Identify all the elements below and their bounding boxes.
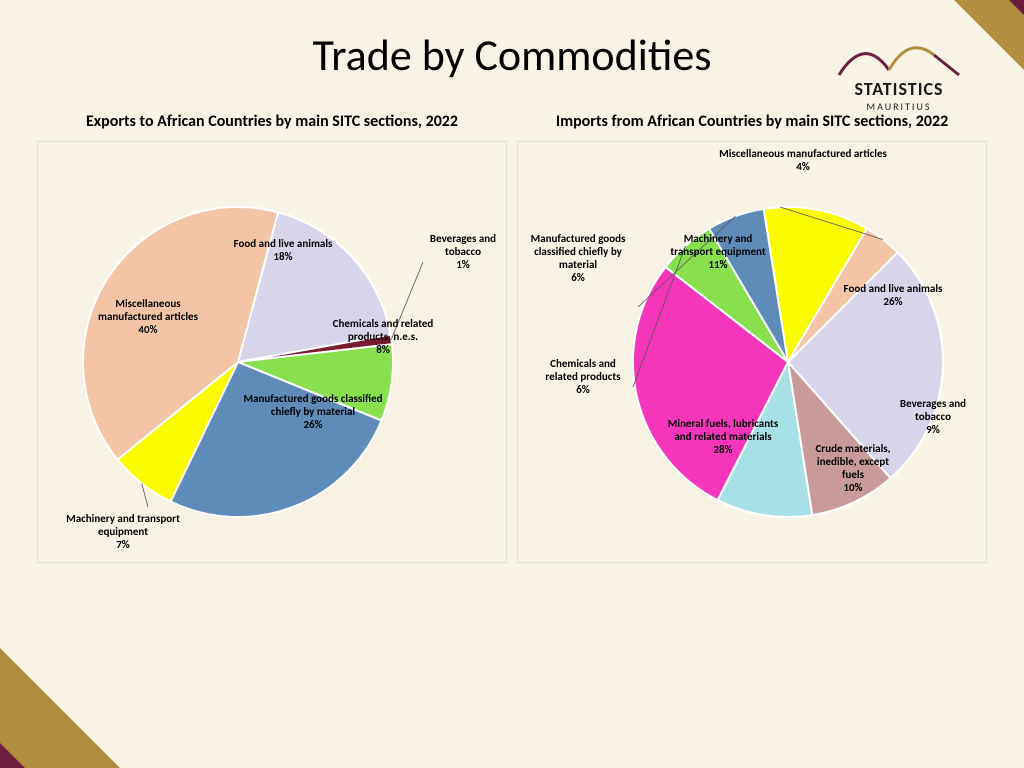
corner-decoration-bottom-left [0, 648, 120, 768]
exports-chart-box: Exports to African Countries by main SIT… [37, 112, 507, 563]
corner-decoration-top-right [954, 0, 1024, 70]
exports-chart-title: Exports to African Countries by main SIT… [37, 112, 507, 133]
charts-row: Exports to African Countries by main SIT… [0, 112, 1024, 563]
imports-frame-pie [518, 142, 986, 562]
logo: STATISTICS MAURITIUS [834, 40, 964, 113]
exports-frame-pie [38, 142, 506, 562]
logo-sub: MAURITIUS [834, 100, 964, 113]
imports-chart-box: Imports from African Countries by main S… [517, 112, 987, 563]
logo-curve-icon [834, 40, 964, 80]
logo-brand: STATISTICS [834, 78, 964, 100]
imports-chart-frame: Food and live animals26%Beverages and to… [517, 141, 987, 563]
imports-chart-title: Imports from African Countries by main S… [517, 112, 987, 133]
exports-chart-frame: Food and live animals18%Beverages and to… [37, 141, 507, 563]
